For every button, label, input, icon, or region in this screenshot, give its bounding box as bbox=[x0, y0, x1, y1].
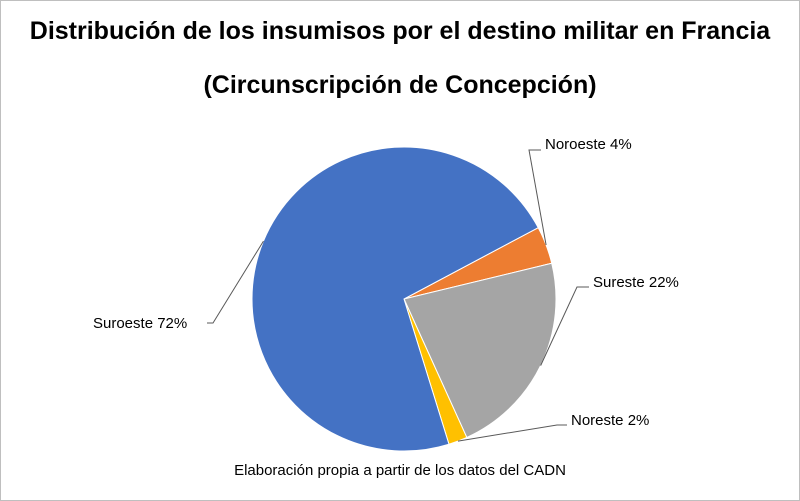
chart-title: Distribución de los insumisos por el des… bbox=[29, 17, 771, 45]
slice-label-suroeste: Suroeste 72% bbox=[93, 315, 187, 332]
chart-subtitle: (Circunscripción de Concepción) bbox=[203, 71, 597, 99]
leader-line-noroeste bbox=[528, 149, 547, 246]
pie-slices bbox=[251, 146, 557, 452]
leader-line-noreste bbox=[457, 424, 567, 442]
slice-label-noroeste: Noroeste 4% bbox=[545, 136, 632, 153]
chart-source-note: Elaboración propia a partir de los datos… bbox=[234, 462, 566, 479]
slice-labels: Noroeste 4% Sureste 22% Noreste 2% Suroeste… bbox=[93, 136, 679, 429]
leader-line-sureste bbox=[540, 286, 589, 366]
leader-line-suroeste bbox=[207, 240, 264, 324]
slice-label-sureste: Sureste 22% bbox=[593, 274, 679, 291]
leader-lines bbox=[207, 149, 589, 442]
pie-slice-suroeste bbox=[251, 146, 539, 452]
slice-label-noreste: Noreste 2% bbox=[571, 412, 649, 429]
